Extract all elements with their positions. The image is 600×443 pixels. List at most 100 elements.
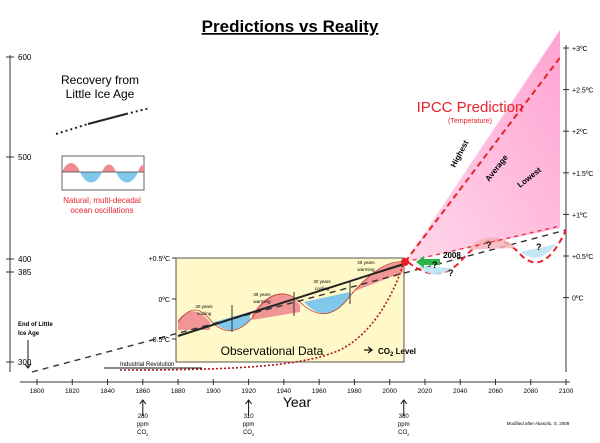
recovery-label: Recovery from Little Ice Age (61, 73, 139, 101)
x-tick-label-1880: 1880 (171, 388, 186, 395)
green-arrow-icon (416, 256, 440, 268)
recovery-dotted-left (55, 123, 89, 135)
question-mark-3: ? (486, 240, 492, 250)
ppm-unit-1: ppm (243, 422, 255, 428)
co2-level-curve (119, 261, 405, 371)
question-mark-4: ? (536, 242, 542, 252)
x-tick-label-1800: 1800 (30, 388, 45, 395)
ppm-gas-name-0: CO (137, 430, 146, 436)
left-tick-label-300: 300 (18, 358, 32, 367)
ppm-gas-0: CO2 (137, 430, 149, 437)
predicted-cool-1 (520, 244, 556, 258)
period-labels: 30 years cooling 35 years warming 30 years co… (195, 260, 375, 316)
predicted-warm-1 (468, 236, 516, 250)
x-axis-ticks: 1800 1820 1840 1860 1880 1900 1920 1940 1960 1980… (30, 379, 574, 395)
ppm-unit-2: ppm (398, 422, 410, 428)
right-tick-label-2: +2ºC (572, 129, 588, 136)
end-little-ice-age-label-line-1: Ice Age (18, 331, 40, 337)
period-label-1: 35 years warming (253, 292, 271, 304)
x-tick-label-2100: 2100 (559, 388, 574, 395)
right-tick-label-4: +1ºC (572, 212, 588, 219)
right-axis-ticks: +3ºC +2.5ºC +2ºC +1.5ºC +1ºC +0.5ºC 0ºC (563, 46, 593, 303)
x-tick-label-2080: 2080 (523, 388, 538, 395)
ppm-gas-sub-0: 2 (146, 432, 149, 437)
inset-warm-right (138, 165, 144, 172)
question-mark-2: ? (448, 268, 454, 278)
end-little-ice-age: End of Little Ice Age (18, 322, 53, 337)
period-label-1-line-1: warming (253, 299, 271, 304)
x-tick-label-1900: 1900 (206, 388, 221, 395)
recovery-trend-line (31, 229, 567, 373)
oscillation-label-line-0: Natural, multi-decadal (63, 196, 141, 205)
ppm-gas-name-2: CO (398, 430, 407, 436)
co2-arrow-icon (364, 346, 373, 354)
ppm-gas-name-1: CO (243, 430, 252, 436)
x-tick-label-1940: 1940 (277, 388, 292, 395)
co2-subscript: 2 (390, 352, 394, 358)
ppm-unit-0: ppm (137, 422, 149, 428)
left-tick-label-600: 600 (18, 53, 32, 62)
right-tick-label-3: +1.5ºC (572, 171, 593, 178)
x-tick-label-1820: 1820 (65, 388, 80, 395)
x-tick-label-2020: 2020 (418, 388, 433, 395)
recovery-label-line-0: Recovery from (61, 73, 139, 87)
x-tick-label-2060: 2060 (488, 388, 503, 395)
ipcc-lowest-edge (404, 225, 561, 263)
inner-tick-label-0: +0.5ºC (149, 256, 170, 263)
oscillation-caption: Natural, multi-decadal ocean oscillations (63, 196, 141, 215)
recovery-inset: Recovery from Little Ice Age (61, 73, 139, 101)
observational-data-label: Observational Data (221, 344, 324, 358)
x-tick-label-1860: 1860 (136, 388, 151, 395)
warm-phase-1990 (352, 262, 404, 294)
oscillation-label: Natural, multi-decadal ocean oscillations (63, 196, 141, 215)
inset-warm-left (62, 162, 80, 172)
ipcc-temperature-label: (Temperature) (448, 118, 492, 125)
left-tick-label-500: 500 (18, 153, 32, 162)
ppm-arrow-icon-1 (245, 399, 252, 416)
warm-phase-1880 (178, 311, 210, 330)
x-tick-label-2040: 2040 (453, 388, 468, 395)
end-little-ice-age-label-line-0: End of Little (18, 322, 53, 328)
question-mark-1: ? (432, 260, 438, 270)
right-tick-label-6: 0ºC (572, 296, 584, 303)
right-tick-label-1: +2.5ºC (572, 88, 593, 95)
period-label-0-line-1: cooling (197, 311, 212, 316)
ppm-value-2: 380 (399, 414, 410, 420)
left-tick-label-400: 400 (18, 255, 32, 264)
ipcc-prediction-range (405, 30, 560, 262)
predicted-cool-2 (418, 266, 452, 275)
period-label-3-line-1: warming (357, 267, 375, 272)
ppm-value-0: 280 (138, 414, 149, 420)
x-tick-label-1960: 1960 (312, 388, 327, 395)
ipcc-average-line (404, 54, 563, 263)
inset-cool-right (116, 172, 138, 183)
ppm-gas-sub-1: 2 (252, 432, 255, 437)
ppm-arrow-icon-2 (400, 399, 408, 416)
inner-axis-ticks: +0.5ºC 0ºC -0.5ºC (149, 256, 176, 344)
chart-title: Predictions vs Reality (202, 17, 379, 36)
year-2008-label: 2008 (443, 251, 461, 260)
inner-tick-label-1: 0ºC (158, 297, 170, 304)
x-tick-label-1980: 1980 (347, 388, 362, 395)
ppm-gas-2: CO2 (398, 430, 410, 437)
ipcc-prediction-label: IPCC Prediction (417, 99, 524, 116)
credit-label: Modified after Akasofu, S. 2008 (507, 421, 570, 426)
ppm-arrow-icon-0 (139, 399, 147, 416)
industrial-revolution-label: Industrial Revolution (120, 362, 174, 368)
highest-label: Highest (449, 139, 471, 169)
period-label-1-line-0: 35 years (253, 292, 271, 297)
x-tick-label-2000: 2000 (382, 388, 397, 395)
observed-trend-line (177, 263, 405, 337)
period-label-3: 25 years warming (357, 260, 375, 272)
period-label-2-line-1: cooling (315, 286, 330, 291)
ppm-gas-sub-2: 2 (407, 432, 410, 437)
left-tick-label-385: 385 (18, 268, 32, 277)
right-tick-label-5: +0.5ºC (572, 254, 593, 261)
elia-arrow-icon (24, 340, 32, 369)
left-axis-ticks: 600 500 400 385 300 (6, 53, 32, 367)
oscillation-label-line-1: ocean oscillations (70, 206, 133, 215)
inset-warm-mid (102, 164, 116, 172)
recovery-label-line-1: Little Ice Age (66, 87, 135, 101)
